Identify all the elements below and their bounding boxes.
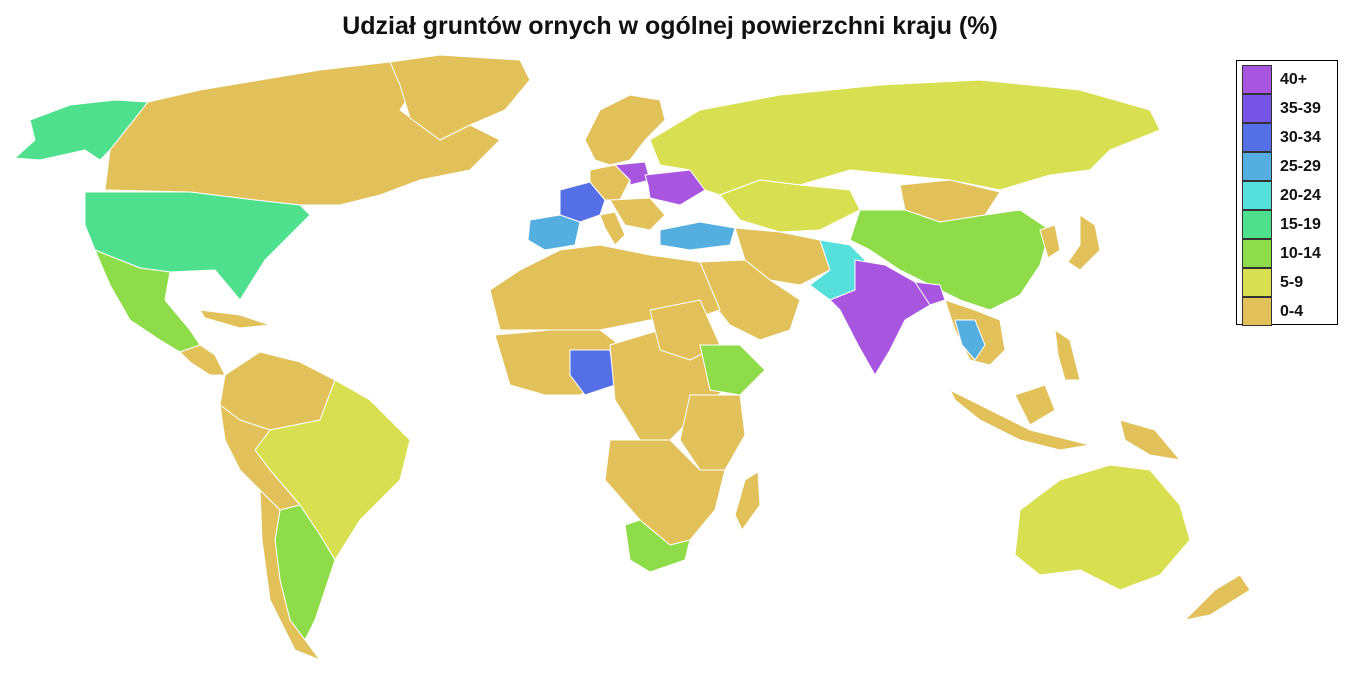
region-korea	[1039, 224, 1061, 259]
legend-label: 40+	[1280, 70, 1308, 88]
legend-swatch	[1242, 239, 1272, 268]
legend-label: 15-19	[1280, 215, 1321, 233]
legend-swatch	[1242, 297, 1272, 326]
legend-swatch	[1242, 210, 1272, 239]
region-southern-africa	[604, 439, 726, 546]
legend-swatch	[1242, 94, 1272, 123]
region-ethiopia	[699, 344, 766, 396]
legend: 40+ 35-39 30-34 25-29 20-24 15-19 10-14 …	[1236, 60, 1338, 326]
legend-label: 30-34	[1280, 128, 1321, 146]
legend-label: 25-29	[1280, 157, 1321, 175]
legend-label: 20-24	[1280, 186, 1321, 204]
region-china	[849, 209, 1051, 311]
legend-label: 0-4	[1280, 302, 1304, 320]
legend-swatch	[1242, 123, 1272, 152]
legend-swatch	[1242, 181, 1272, 210]
legend-item: 15-19	[1242, 210, 1321, 239]
legend-item: 20-24	[1242, 181, 1321, 210]
legend-item: 25-29	[1242, 152, 1321, 181]
region-russia	[649, 79, 1161, 196]
region-poland	[614, 161, 651, 186]
region-greenland	[389, 54, 531, 141]
region-kazakhstan	[719, 179, 861, 233]
region-central-america	[179, 344, 226, 376]
region-australia	[1014, 464, 1191, 591]
region-philippines	[1054, 329, 1081, 381]
map-title: Udział gruntów ornych w ogólnej powierzc…	[342, 12, 998, 40]
region-chile	[259, 489, 321, 661]
legend-item: 30-34	[1242, 123, 1321, 152]
region-spain	[527, 214, 581, 251]
legend-label: 5-9	[1280, 273, 1304, 291]
region-scandinavia	[584, 94, 666, 166]
legend-item: 35-39	[1242, 94, 1321, 123]
legend-swatch	[1242, 268, 1272, 297]
legend-swatch	[1242, 65, 1272, 94]
region-italy	[599, 211, 626, 246]
region-nigeria	[569, 349, 616, 396]
region-south-africa	[624, 519, 691, 573]
legend-label: 10-14	[1280, 244, 1321, 262]
region-papua-new-guinea	[1119, 419, 1181, 461]
legend-item: 10-14	[1242, 239, 1321, 268]
region-thailand	[954, 319, 986, 361]
region-alaska	[14, 99, 149, 161]
region-cuba	[199, 309, 271, 329]
region-balkans	[609, 197, 666, 231]
legend-item: 40+	[1242, 65, 1307, 94]
region-east-africa	[679, 394, 746, 471]
region-madagascar	[734, 471, 761, 531]
legend-label: 35-39	[1280, 99, 1321, 117]
region-borneo	[1014, 384, 1056, 426]
legend-item: 0-4	[1242, 297, 1303, 326]
legend-item: 5-9	[1242, 268, 1303, 297]
region-turkey	[659, 221, 736, 251]
legend-swatch	[1242, 152, 1272, 181]
region-indonesia	[949, 389, 1091, 451]
region-new-zealand	[1184, 574, 1251, 621]
region-japan	[1067, 214, 1101, 271]
